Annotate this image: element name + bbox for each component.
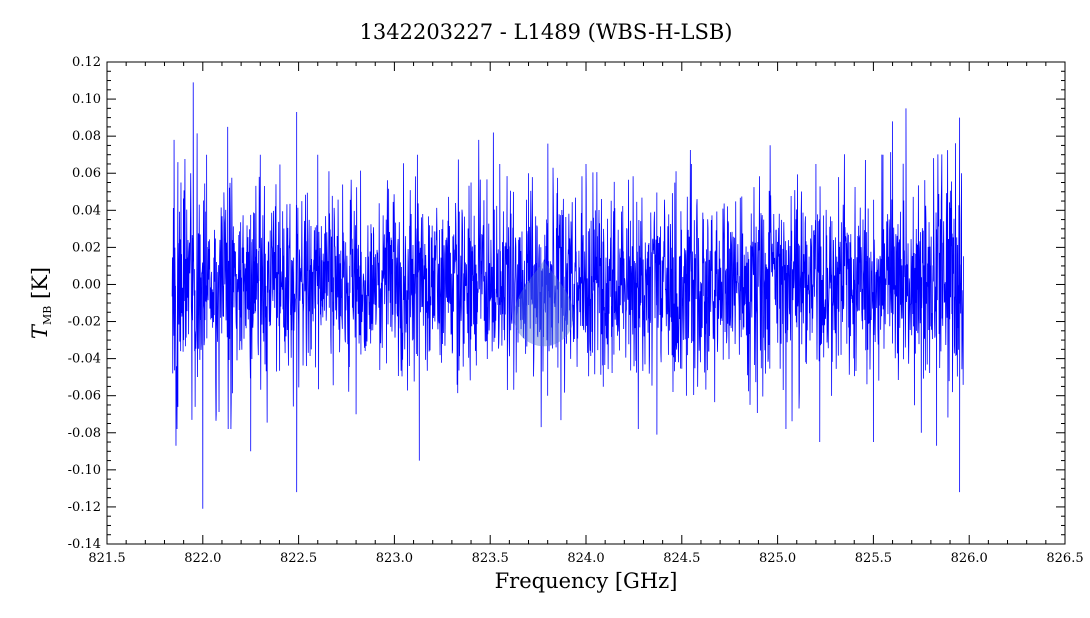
y-tick-label: -0.02	[68, 315, 101, 330]
y-tick-label: 0.02	[72, 240, 101, 255]
y-tick-label: -0.10	[68, 463, 101, 478]
y-axis-label-symbol: T	[28, 323, 52, 339]
x-axis-label: Frequency [GHz]	[495, 569, 678, 593]
y-axis: -0.14 -0.12 -0.10 -0.08 -0.06 -0.04 -0.02 0.00 0…	[68, 55, 1065, 552]
x-tick-label: 822.0	[184, 551, 221, 566]
x-tick-label: 822.5	[280, 551, 317, 566]
x-tick-label: 825.0	[759, 551, 796, 566]
chart-title: 1342203227 - L1489 (WBS-H-LSB)	[360, 20, 733, 44]
marker-layer	[513, 260, 574, 347]
series-layer	[171, 82, 964, 509]
y-tick-label: -0.14	[68, 537, 101, 552]
x-tick-label: 824.0	[567, 551, 604, 566]
y-tick-label: 0.00	[72, 277, 101, 292]
x-tick-label: 826.5	[1046, 551, 1083, 566]
x-axis: 821.5 822.0 822.5 823.0 823.5 824.0 824.5 825.0…	[88, 62, 1084, 566]
x-tick-label: 823.0	[376, 551, 413, 566]
y-axis-label-subscript: MB	[41, 306, 54, 325]
y-axis-label-unit: [K]	[28, 267, 52, 306]
y-tick-label: 0.06	[72, 166, 101, 181]
y-tick-label: -0.08	[68, 426, 101, 441]
y-tick-label: -0.06	[68, 389, 101, 404]
x-tick-label: 825.5	[855, 551, 892, 566]
y-tick-label: -0.12	[68, 500, 101, 515]
y-axis-label: TMB [K]	[28, 267, 54, 339]
y-tick-label: 0.08	[72, 129, 101, 144]
y-tick-label: -0.04	[68, 352, 101, 367]
y-tick-label: 0.12	[72, 55, 101, 70]
x-tick-label: 821.5	[88, 551, 125, 566]
x-tick-label: 823.5	[472, 551, 509, 566]
spectrum-series-line	[171, 82, 964, 509]
x-tick-label: 826.0	[951, 551, 988, 566]
y-tick-label: 0.10	[72, 92, 101, 107]
drop-marker-icon[interactable]	[513, 260, 574, 347]
x-tick-label: 824.5	[663, 551, 700, 566]
y-tick-label: 0.04	[72, 203, 101, 218]
